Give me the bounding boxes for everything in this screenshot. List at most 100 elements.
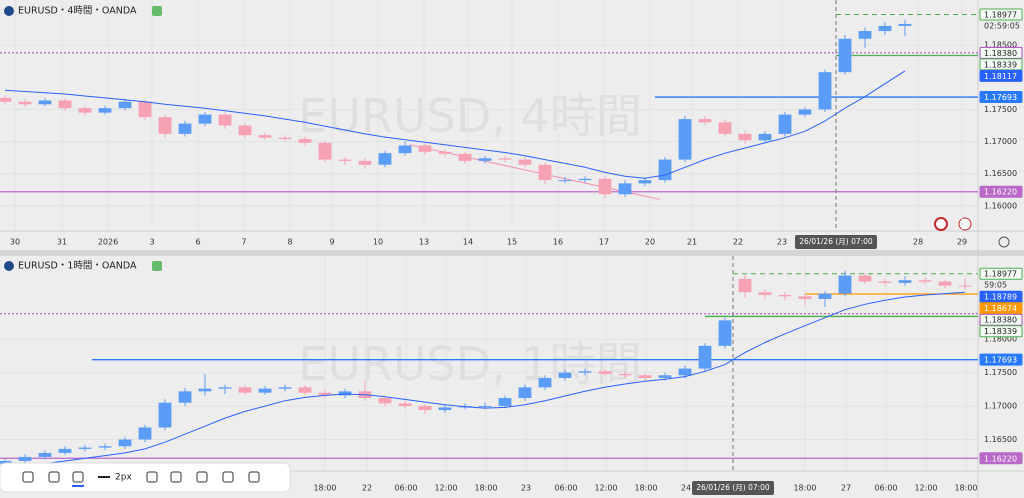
x-tick-label: 18:00 <box>954 484 977 493</box>
candle-body <box>958 285 972 287</box>
candle-body <box>518 387 532 399</box>
toolbar-background <box>0 462 291 493</box>
candle-body <box>418 406 432 411</box>
candle-body <box>878 281 892 283</box>
candle-body <box>738 133 752 141</box>
price-label <box>979 452 1023 465</box>
candle-body <box>898 280 912 283</box>
status-icon <box>152 261 162 271</box>
candle-body <box>18 456 32 461</box>
candle-body <box>778 114 792 134</box>
candle-body <box>438 151 452 154</box>
candle-body <box>58 448 72 453</box>
candle-body <box>838 275 852 294</box>
watermark: EURUSD, 4時間 <box>298 89 642 143</box>
x-tick-label: 16 <box>553 238 563 247</box>
line-style-icon[interactable] <box>146 471 158 483</box>
candle-body <box>258 135 272 138</box>
x-tick-label: 31 <box>57 238 67 247</box>
candle-body <box>938 281 952 286</box>
drawing-toolbar: 2px <box>0 462 291 493</box>
text-icon[interactable] <box>72 471 84 483</box>
price-label-text: 1.18380 <box>984 49 1017 58</box>
candle-body <box>638 180 652 184</box>
price-label <box>979 69 1023 82</box>
candle-body <box>498 398 512 407</box>
x-tick-label: 17 <box>599 238 609 247</box>
symbol-icon <box>4 6 14 16</box>
candle-body <box>218 114 232 126</box>
candle-body <box>878 25 892 32</box>
candle-body <box>558 180 572 182</box>
candle-body <box>318 392 332 396</box>
candle-body <box>698 345 712 369</box>
candle-body <box>278 387 292 389</box>
candle-body <box>338 159 352 161</box>
candle-body <box>258 388 272 393</box>
x-tick-label: 2026 <box>98 238 118 247</box>
countdown: 59:05 <box>984 281 1007 290</box>
candle-body <box>898 23 912 26</box>
time-marker-box <box>795 235 877 249</box>
candle-body <box>738 278 752 293</box>
x-tick-label: 10 <box>373 238 383 247</box>
candle-body <box>678 368 692 376</box>
price-label <box>979 58 1023 71</box>
candle-body <box>338 391 352 396</box>
candle-body <box>98 446 112 448</box>
x-tick-label: 12:00 <box>914 484 937 493</box>
y-tick-label: 1.17000 <box>984 402 1017 411</box>
price-label <box>979 91 1023 104</box>
candle-body <box>818 293 832 299</box>
x-tick-label: 14 <box>463 238 473 247</box>
x-tick-label: 9 <box>329 238 334 247</box>
price-label-text: 1.18789 <box>984 293 1017 302</box>
candle-body <box>758 133 772 141</box>
delete-icon[interactable] <box>248 471 260 483</box>
price-label <box>979 8 1023 21</box>
pencil-icon[interactable] <box>48 471 60 483</box>
y-tick-label: 1.16000 <box>984 201 1017 210</box>
candle-body <box>398 145 412 154</box>
candle-body <box>138 427 152 440</box>
candle-body <box>798 296 812 299</box>
layout-icon[interactable] <box>22 471 34 483</box>
time-marker-label: 26/01/26 (月) 07:00 <box>696 483 770 492</box>
candle-body <box>718 320 732 346</box>
chart-title: EURUSD・1時間・OANDA <box>18 261 137 272</box>
price-label-text: 1.16220 <box>984 188 1017 197</box>
x-tick-label: 06:00 <box>874 484 897 493</box>
candle-body <box>778 294 792 297</box>
x-tick-label: 23 <box>777 238 787 247</box>
candle-body <box>398 403 412 407</box>
price-label <box>979 267 1023 280</box>
candle-body <box>838 38 852 73</box>
candle-body <box>418 145 432 152</box>
candle-body <box>158 402 172 428</box>
alert-icon[interactable] <box>196 471 208 483</box>
candle-body <box>198 114 212 124</box>
y-tick-label: 1.17000 <box>984 137 1017 146</box>
trend-line <box>409 144 661 200</box>
flag-icon[interactable] <box>958 217 972 231</box>
moving-average <box>4 291 966 471</box>
price-label-text: 1.16220 <box>984 454 1017 463</box>
x-tick-label: 18:00 <box>313 484 336 493</box>
x-tick-label: 24 <box>681 484 691 493</box>
countdown: 02:59:05 <box>984 22 1020 31</box>
price-label-text: 1.18674 <box>984 304 1017 313</box>
settings-icon[interactable] <box>998 236 1010 248</box>
time-marker-box <box>692 481 774 495</box>
panel-divider <box>0 250 1024 256</box>
x-tick-label: 06:00 <box>554 484 577 493</box>
flag-icon[interactable] <box>934 217 948 231</box>
settings-icon[interactable] <box>170 471 182 483</box>
candle-body <box>618 373 632 376</box>
candle-body <box>658 159 672 181</box>
price-label-text: 1.18380 <box>984 316 1017 325</box>
price-label-text: 1.18117 <box>984 72 1017 81</box>
lock-icon[interactable] <box>222 471 234 483</box>
candle-body <box>358 160 372 165</box>
